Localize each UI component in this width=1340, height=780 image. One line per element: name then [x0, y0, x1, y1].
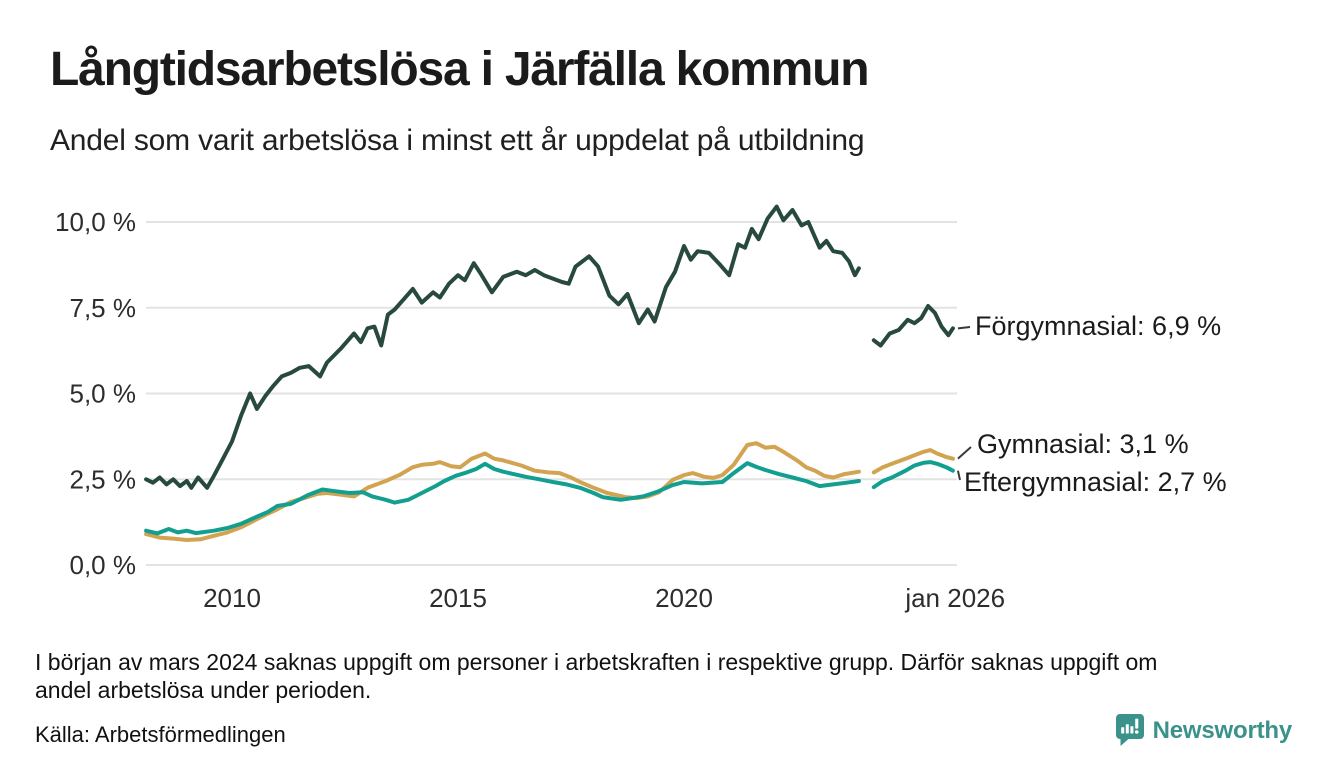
series-line-gymnasial	[144, 441, 861, 542]
footnote-line-1: I början av mars 2024 saknas uppgift om …	[35, 649, 1158, 675]
label-connector	[957, 326, 971, 330]
label-connector	[957, 446, 972, 460]
series-line-eftergymnasial	[871, 460, 955, 490]
source-credit: Källa: Arbetsförmedlingen	[35, 722, 286, 747]
series-line-eftergymnasial	[144, 461, 861, 536]
y-tick-label: 7,5 %	[70, 293, 137, 323]
y-tick-label: 0,0 %	[70, 550, 137, 580]
series-line-forgymnasial	[871, 304, 955, 348]
series-label-forgymnasial: Förgymnasial: 6,9 %	[975, 311, 1222, 341]
series-line-gymnasial	[871, 448, 955, 475]
y-tick-label: 5,0 %	[70, 379, 137, 409]
series-line-forgymnasial	[144, 204, 861, 490]
x-tick-label: 2010	[203, 583, 261, 613]
newsworthy-wordmark: Newsworthy	[1152, 716, 1293, 744]
series-label-eftergymnasial: Eftergymnasial: 2,7 %	[964, 467, 1227, 497]
x-tick-label: 2015	[429, 583, 487, 613]
footnote-line-2: andel arbetslösa under perioden.	[35, 677, 372, 703]
y-tick-label: 2,5 %	[70, 464, 137, 494]
x-tick-label: 2020	[655, 583, 713, 613]
newsworthy-logo-icon	[1115, 714, 1144, 747]
x-tick-label: jan 2026	[904, 583, 1005, 613]
page-title: Långtidsarbetslösa i Järfälla kommun	[50, 43, 870, 96]
page-subtitle: Andel som varit arbetslösa i minst ett å…	[50, 124, 865, 157]
y-tick-label: 10,0 %	[55, 207, 136, 237]
series-label-gymnasial: Gymnasial: 3,1 %	[977, 429, 1189, 459]
label-connector	[956, 470, 961, 481]
newsworthy-logo[interactable]: Newsworthy	[1115, 714, 1293, 747]
